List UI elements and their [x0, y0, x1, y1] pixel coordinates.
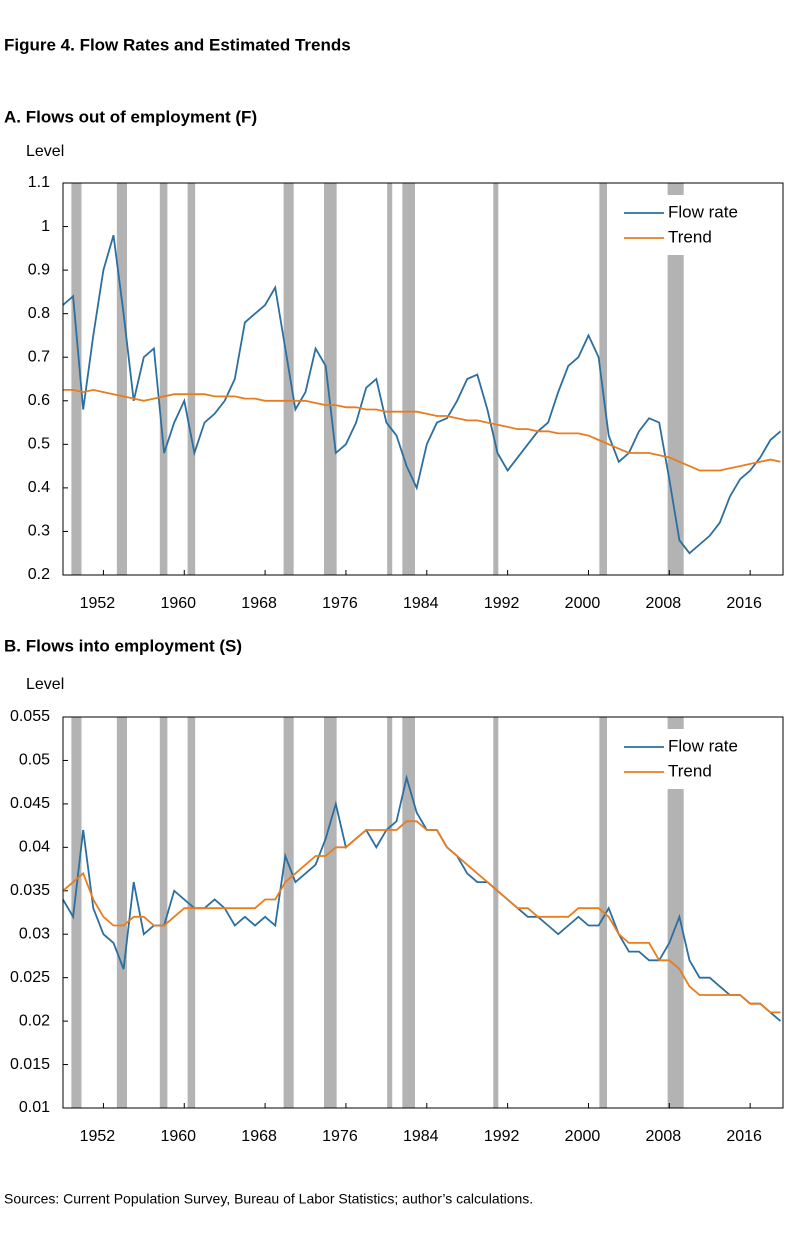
recession-band	[493, 183, 499, 575]
y-tick-label: 1.1	[28, 174, 50, 191]
legend-box	[618, 729, 778, 789]
recession-band	[187, 717, 196, 1108]
y-tick-label: 0.4	[28, 479, 50, 496]
recession-band	[116, 717, 127, 1108]
y-tick-label: 1	[41, 218, 50, 235]
x-tick-label: 1960	[160, 595, 196, 612]
x-tick-label: 2000	[565, 1128, 601, 1145]
plot-frame	[62, 716, 784, 1109]
recession-band	[493, 717, 499, 1108]
x-tick-label: 2016	[726, 595, 762, 612]
x-tick-label: 1968	[241, 1128, 277, 1145]
x-tick-label: 2000	[565, 595, 601, 612]
series-line	[62, 774, 782, 1022]
legend-label: Trend	[668, 227, 712, 246]
y-tick-label: 0.045	[10, 795, 50, 812]
x-tick-label: 1952	[80, 1128, 116, 1145]
recession-band	[116, 183, 127, 575]
source-note: Sources: Current Population Survey, Bure…	[4, 1191, 533, 1207]
y-tick-label: 0.5	[28, 436, 50, 453]
recession-band	[159, 717, 168, 1108]
recession-band	[187, 183, 196, 575]
plot-frame	[62, 182, 784, 576]
y-tick-label: 0.3	[28, 523, 50, 540]
recession-band	[387, 717, 393, 1108]
y-tick-label: 0.8	[28, 305, 50, 322]
y-tick-label: 0.6	[28, 392, 50, 409]
recession-band	[71, 183, 82, 575]
recession-band	[159, 183, 168, 575]
recession-band	[283, 183, 294, 575]
x-tick-label: 1992	[484, 1128, 520, 1145]
series-line	[62, 235, 782, 555]
legend-label: Flow rate	[668, 736, 738, 755]
recession-band	[667, 717, 684, 1108]
y-tick-label: 0.9	[28, 261, 50, 278]
legend-label: Trend	[668, 761, 712, 780]
x-tick-label: 1976	[322, 1128, 358, 1145]
y-tick-label: 0.2	[28, 566, 50, 583]
recession-band	[387, 183, 393, 575]
panel-title: B. Flows into employment (S)	[4, 636, 242, 655]
x-tick-label: 1976	[322, 595, 358, 612]
y-tick-label: 0.015	[10, 1056, 50, 1073]
y-tick-label: 0.04	[19, 839, 50, 856]
y-tick-label: 0.05	[19, 752, 50, 769]
y-tick-label: 0.035	[10, 882, 50, 899]
x-tick-label: 1968	[241, 595, 277, 612]
x-tick-label: 1960	[160, 1128, 196, 1145]
x-tick-label: 2008	[646, 1128, 682, 1145]
recession-band	[283, 717, 294, 1108]
y-tick-label: 0.02	[19, 1012, 50, 1029]
y-axis-label: Level	[26, 143, 64, 160]
recession-band	[599, 183, 607, 575]
recession-band	[324, 183, 337, 575]
x-tick-label: 2008	[646, 595, 682, 612]
y-tick-label: 0.7	[28, 348, 50, 365]
recession-band	[402, 717, 415, 1108]
legend-label: Flow rate	[668, 202, 738, 221]
recession-band	[324, 717, 337, 1108]
x-tick-label: 2016	[726, 1128, 762, 1145]
recession-band	[71, 717, 82, 1108]
y-tick-label: 0.025	[10, 969, 50, 986]
y-tick-label: 0.01	[19, 1099, 50, 1116]
series-line	[62, 820, 781, 1014]
panel-title: A. Flows out of employment (F)	[4, 107, 257, 126]
legend-box	[618, 195, 778, 255]
recession-band	[402, 183, 415, 575]
y-tick-label: 0.055	[10, 708, 50, 725]
y-axis-label: Level	[26, 676, 64, 693]
x-tick-label: 1952	[80, 595, 116, 612]
y-tick-label: 0.03	[19, 925, 50, 942]
x-tick-label: 1984	[403, 595, 439, 612]
x-tick-label: 1992	[484, 595, 520, 612]
recession-band	[667, 183, 684, 575]
figure-title: Figure 4. Flow Rates and Estimated Trend…	[4, 35, 351, 54]
series-line	[63, 388, 781, 472]
x-tick-label: 1984	[403, 1128, 439, 1145]
